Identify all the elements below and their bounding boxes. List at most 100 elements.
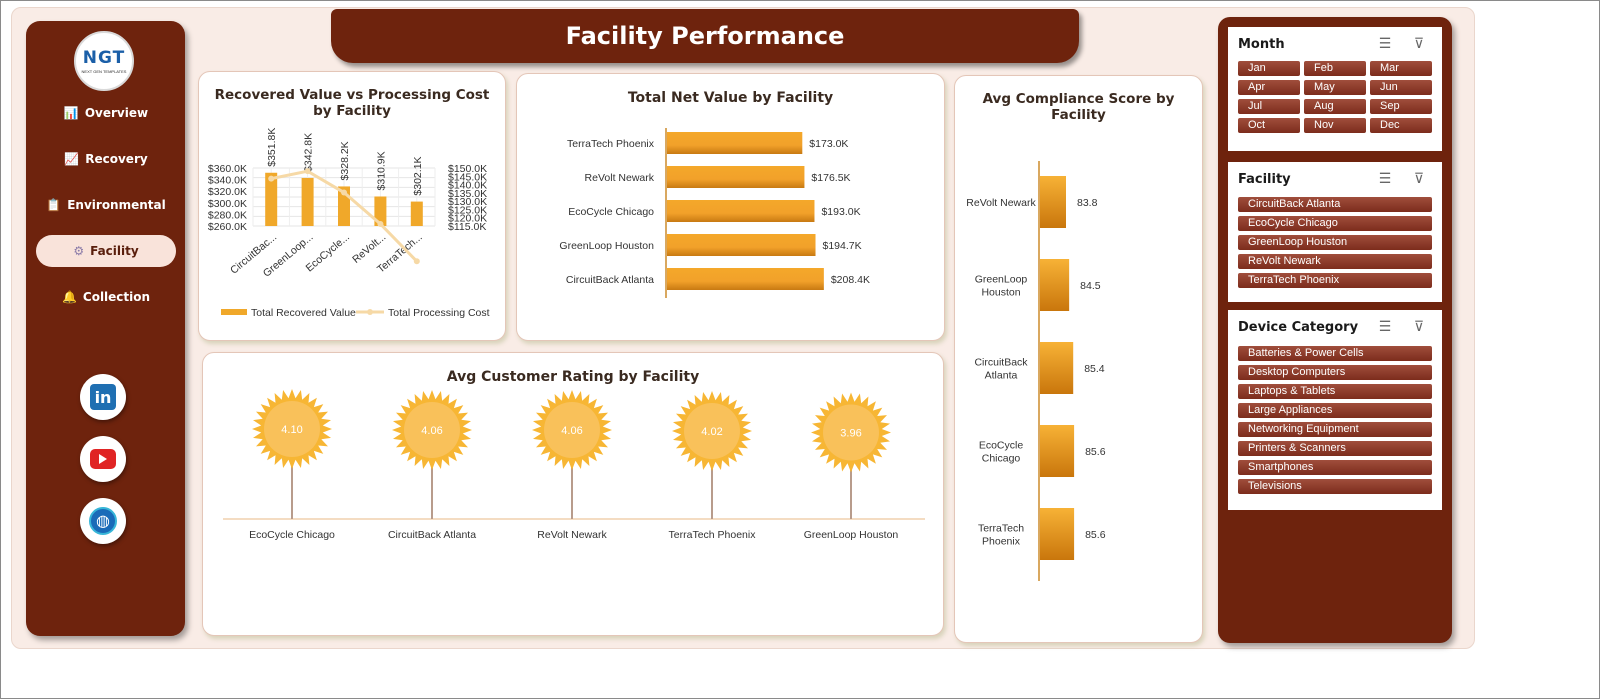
data-label: $193.0K [821, 206, 860, 218]
slicer-chip[interactable]: Aug [1304, 99, 1366, 114]
filter-panel: Month ☰ ⊽ Jan Feb Mar Apr May Jun Jul Aug Sep Oct N… [1218, 17, 1452, 643]
chart-net-value: Total Net Value by Facility TerraTech Ph… [516, 73, 945, 341]
y-tick-label: CircuitBack [974, 357, 1028, 369]
y2-tick-label: $120.0K [448, 213, 487, 225]
clear-filter-icon[interactable]: ⊽ [1413, 34, 1425, 51]
slicer-chip[interactable]: Jul [1238, 99, 1300, 114]
data-label: 4.10 [281, 424, 302, 436]
slicer-chip[interactable]: May [1304, 80, 1366, 95]
y-tick-label: TerraTech [978, 523, 1024, 535]
website-button[interactable]: ◍ [80, 498, 126, 544]
data-label: 85.6 [1085, 529, 1106, 541]
nav-label: Recovery [85, 152, 148, 166]
slicer-chip[interactable]: EcoCycle Chicago [1238, 216, 1432, 231]
slicer-chip[interactable]: Desktop Computers [1238, 365, 1432, 380]
chart4-svg: 4.10 EcoCycle Chicago 4.06 CircuitBack Atla… [223, 389, 925, 541]
nav-environmental[interactable]: 📋 Environmental [36, 189, 176, 221]
data-label: $194.7K [823, 240, 862, 252]
slicer-chip[interactable]: Networking Equipment [1238, 422, 1432, 437]
nav-label: Facility [90, 244, 139, 258]
legend-label: Total Processing Cost [388, 307, 490, 319]
bar [265, 172, 278, 226]
bar [374, 196, 387, 226]
bar [667, 234, 816, 256]
slicer-chip[interactable]: Apr [1238, 80, 1300, 95]
bar [1040, 176, 1066, 228]
nav-overview[interactable]: 📊 Overview [36, 97, 176, 129]
page-title-bar: Facility Performance [331, 9, 1079, 63]
nav-collection[interactable]: 🔔 Collection [36, 281, 176, 313]
youtube-button[interactable] [80, 436, 126, 482]
slicer-chip[interactable]: Televisions [1238, 479, 1432, 494]
bar [1040, 259, 1070, 311]
line-chart-icon: 📈 [64, 152, 80, 166]
bar [1040, 508, 1075, 560]
data-label: $328.2K [339, 141, 351, 180]
data-label: $351.8K [266, 128, 278, 167]
slicer-chip[interactable]: Nov [1304, 118, 1366, 133]
data-label: 4.02 [701, 426, 722, 438]
clear-filter-icon[interactable]: ⊽ [1413, 169, 1425, 186]
facility-slicer: Facility ☰ ⊽ CircuitBack Atlanta EcoCycle … [1228, 162, 1442, 302]
slicer-chip[interactable]: GreenLoop Houston [1238, 235, 1432, 250]
chart-title: Recovered Value vs Processing Cost [214, 87, 490, 103]
slicer-chip[interactable]: TerraTech Phoenix [1238, 273, 1432, 288]
slicer-chip[interactable]: Jun [1370, 80, 1432, 95]
multi-select-icon[interactable]: ☰ [1378, 169, 1392, 186]
y-tick-label: EcoCycle Chicago [568, 206, 654, 218]
chart-recovered-vs-cost: Recovered Value vs Processing Cost by Fa… [198, 71, 506, 341]
y-tick-label: EcoCycle [979, 440, 1024, 452]
y-tick-label: Atlanta [985, 370, 1018, 382]
slicer-chip[interactable]: Oct [1238, 118, 1300, 133]
bar [667, 132, 803, 154]
globe-icon: ◍ [89, 507, 117, 535]
page-title: Facility Performance [565, 22, 845, 50]
y-tick-label: $300.0K [208, 198, 247, 210]
bar [410, 201, 423, 226]
nav-recovery[interactable]: 📈 Recovery [36, 143, 176, 175]
y-tick-label: TerraTech Phoenix [567, 138, 655, 150]
slicer-chip[interactable]: Sep [1370, 99, 1432, 114]
slicer-chip[interactable]: Laptops & Tablets [1238, 384, 1432, 399]
data-label: $310.9K [375, 151, 387, 190]
y2-tick-label: $135.0K [448, 188, 487, 200]
slicer-chip[interactable]: Smartphones [1238, 460, 1432, 475]
bar [667, 166, 805, 188]
slicer-chip[interactable]: Dec [1370, 118, 1432, 133]
month-slicer: Month ☰ ⊽ Jan Feb Mar Apr May Jun Jul Aug Sep Oct N… [1228, 27, 1442, 151]
slicer-chip[interactable]: ReVolt Newark [1238, 254, 1432, 269]
bar [1040, 342, 1074, 394]
multi-select-icon[interactable]: ☰ [1378, 317, 1392, 334]
legend-line-marker [367, 309, 373, 315]
multi-select-icon[interactable]: ☰ [1378, 34, 1392, 51]
slicer-chip[interactable]: Batteries & Power Cells [1238, 346, 1432, 361]
slicer-chip[interactable]: Feb [1304, 61, 1366, 76]
slicer-chip[interactable]: Mar [1370, 61, 1432, 76]
nav-label: Environmental [67, 198, 166, 212]
y-tick-label: $340.0K [208, 175, 247, 187]
y2-tick-label: $140.0K [448, 180, 487, 192]
slicer-chip[interactable]: Jan [1238, 61, 1300, 76]
y-tick-label: Phoenix [982, 536, 1021, 548]
chart-compliance: Avg Compliance Score by Facility ReVolt … [954, 75, 1203, 643]
y-tick-label: GreenLoop Houston [559, 240, 654, 252]
y2-tick-label: $115.0K [448, 221, 486, 233]
y-tick-label: $320.0K [208, 186, 247, 198]
slicer-title: Month [1238, 37, 1285, 52]
slicer-title: Facility [1238, 172, 1291, 187]
legend-bar-swatch [221, 309, 247, 315]
y-tick-label: $360.0K [208, 163, 247, 175]
linkedin-button[interactable]: in [80, 374, 126, 420]
slicer-chip[interactable]: Large Appliances [1238, 403, 1432, 418]
chart1-svg: $360.0K$340.0K$320.0K$300.0K$280.0K$260.… [208, 128, 490, 319]
slicer-chip[interactable]: CircuitBack Atlanta [1238, 197, 1432, 212]
clear-filter-icon[interactable]: ⊽ [1413, 317, 1425, 334]
slicer-title: Device Category [1238, 320, 1359, 335]
sunflower-center [544, 402, 600, 458]
nav-label: Overview [84, 106, 149, 120]
bar [301, 177, 314, 226]
chart-customer-rating: Avg Customer Rating by Facility 4.10 EcoC… [202, 352, 944, 636]
slicer-chip[interactable]: Printers & Scanners [1238, 441, 1432, 456]
nav-facility[interactable]: ⚙ Facility [36, 235, 176, 267]
